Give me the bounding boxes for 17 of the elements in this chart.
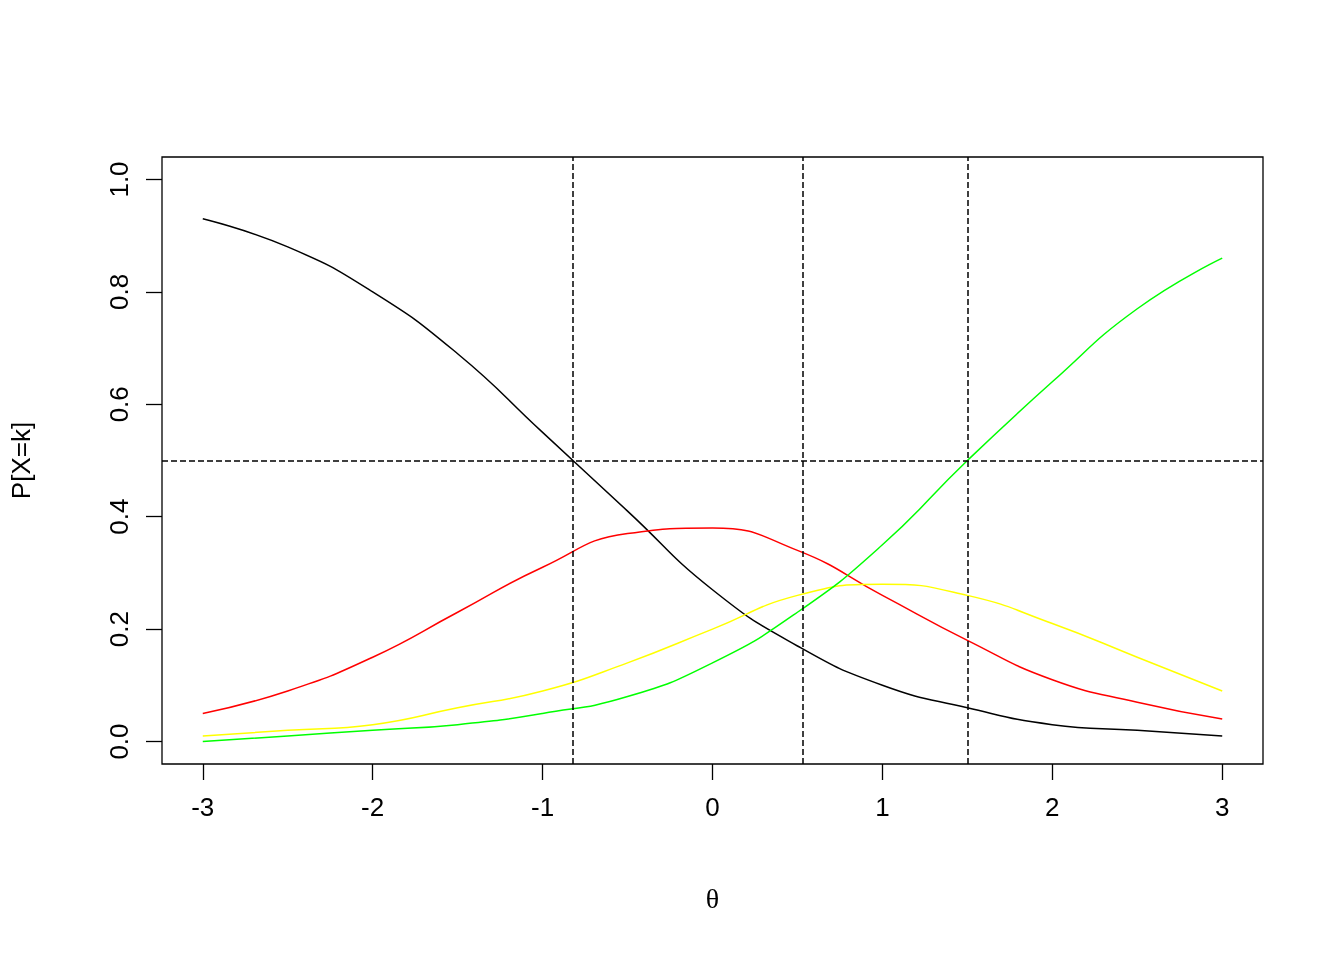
x-tick-label: -3 [191,792,215,822]
y-axis-title: P[X=k] [6,421,36,500]
y-tick-label: 0.6 [104,386,134,423]
y-tick-label: 0.8 [104,273,134,310]
y-tick-label: 1.0 [104,161,134,198]
x-tick-label: 1 [875,792,890,822]
y-tick-label: 0.0 [104,723,134,760]
x-tick-label: -2 [361,792,385,822]
x-tick-label: -1 [531,792,555,822]
line-series [202,583,1223,737]
x-tick-label: 2 [1045,792,1060,822]
y-tick-label: 0.2 [104,611,134,648]
y-tick-label: 0.4 [104,498,134,535]
x-axis-title: θ [705,882,720,914]
line-series [202,527,1223,720]
x-tick-label: 0 [705,792,720,822]
x-tick-label: 3 [1214,792,1230,822]
